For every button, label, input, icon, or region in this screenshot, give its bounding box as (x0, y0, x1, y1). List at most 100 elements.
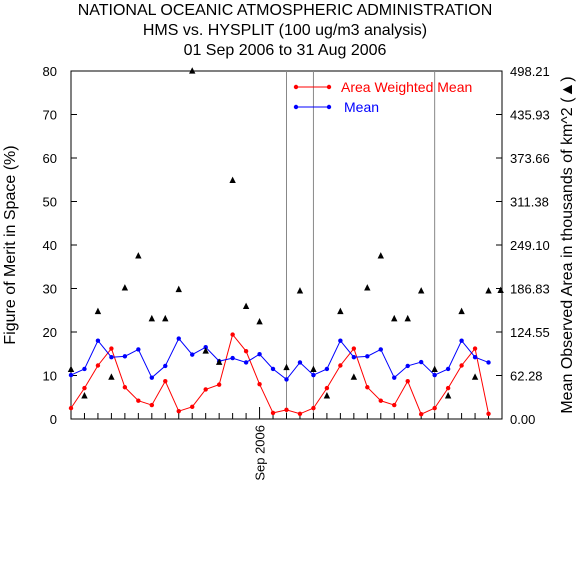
series-point-mean (243, 360, 249, 365)
series-point-area-weighted-mean (432, 405, 437, 411)
series-point-mean (392, 375, 397, 380)
observed-area-triangle (242, 302, 250, 310)
observed-area-triangle (485, 287, 492, 294)
series-point-mean (459, 338, 464, 343)
series-point-area-weighted-mean (95, 363, 101, 368)
series-point-mean (176, 336, 181, 341)
series-point-mean (445, 366, 451, 372)
observed-area-triangle (444, 392, 452, 399)
series-point-mean (230, 355, 235, 361)
chart-title-line-1: NATIONAL OCEANIC ATMOSPHERIC ADMINISTRAT… (78, 2, 493, 19)
series-point-area-weighted-mean (418, 412, 424, 417)
series-point-mean (284, 377, 289, 382)
observed-area-triangle (310, 365, 317, 372)
observed-area-triangle (121, 284, 129, 291)
left-tick-label: 10 (43, 369, 57, 384)
series-point-area-weighted-mean (459, 363, 464, 368)
left-tick-label: 0 (50, 412, 57, 427)
series-point-area-weighted-mean (270, 410, 276, 416)
series-line-mean (70, 337, 489, 381)
legend-marker-area-weighted-mean (293, 84, 299, 90)
observed-area-triangle (417, 287, 425, 294)
series-point-mean (109, 355, 114, 360)
series-point-mean (136, 347, 141, 352)
left-axis-label: Figure of Merit in Space (%) (2, 145, 19, 344)
series-point-mean (203, 345, 208, 350)
series-point-mean (122, 354, 128, 359)
legend-marker-area-weighted-mean-end (326, 84, 332, 90)
observed-area-triangle (256, 318, 263, 325)
series-point-mean (190, 352, 195, 357)
left-tick-label: 70 (43, 108, 57, 123)
series-point-area-weighted-mean (378, 398, 383, 403)
right-tick-label: 311.38 (510, 195, 549, 210)
series-point-area-weighted-mean (324, 385, 330, 391)
series-point-mean (324, 366, 330, 372)
series-point-area-weighted-mean (243, 348, 249, 354)
observed-area-triangle (404, 314, 411, 322)
observed-area-triangle (189, 67, 196, 74)
series-point-mean (68, 372, 74, 378)
observed-area-triangle (497, 286, 504, 293)
chart-title-line-3: 01 Sep 2006 to 31 Aug 2006 (184, 42, 387, 59)
series-point-area-weighted-mean (122, 385, 128, 390)
observed-area-triangle (377, 252, 384, 259)
legend-label-mean: Mean (344, 99, 379, 115)
series-point-area-weighted-mean (351, 346, 357, 351)
observed-area-triangle (94, 307, 102, 315)
series-point-area-weighted-mean (68, 405, 74, 411)
series-point-area-weighted-mean (297, 411, 303, 416)
right-tick-label: 373.66 (510, 151, 550, 166)
observed-area-triangle (458, 307, 465, 315)
left-tick-label: 20 (43, 325, 57, 340)
series-point-area-weighted-mean (338, 363, 343, 368)
series-point-area-weighted-mean (149, 402, 155, 408)
series-point-mean (270, 366, 276, 372)
left-tick-label: 60 (43, 151, 57, 166)
series-point-area-weighted-mean (109, 346, 114, 351)
series-point-area-weighted-mean (445, 385, 451, 391)
observed-area-triangle (108, 373, 115, 380)
legend-marker-mean-end (326, 104, 332, 110)
left-tick-label: 30 (43, 282, 57, 297)
series-point-area-weighted-mean (163, 378, 168, 384)
series-point-area-weighted-mean (176, 408, 181, 414)
right-tick-label: 124.55 (510, 325, 550, 340)
right-tick-label: 186.83 (510, 282, 550, 297)
series-point-mean (378, 347, 383, 352)
observed-area-triangle (162, 314, 169, 322)
x-tick-label: Sep 2006 (253, 425, 268, 481)
series-point-mean (432, 372, 437, 378)
observed-area-triangle (81, 392, 88, 399)
left-tick-label: 80 (43, 64, 57, 79)
series-point-area-weighted-mean (392, 402, 397, 408)
observed-area-markers (67, 67, 504, 399)
series-point-mean (472, 355, 478, 360)
observed-area-triangle (67, 365, 75, 372)
series-point-area-weighted-mean (82, 385, 87, 391)
series-point-area-weighted-mean (257, 382, 262, 387)
series-point-area-weighted-mean (190, 404, 195, 410)
right-tick-label: 435.93 (510, 108, 550, 123)
series-point-mean (486, 360, 491, 365)
observed-area-triangle (391, 314, 398, 322)
observed-area-triangle (471, 373, 479, 380)
right-axis-ticks: 0.00 62.28 124.55 186.83 249.10 311.38 373.66 4… (496, 64, 550, 427)
observed-area-triangle (202, 347, 209, 354)
series-point-mean (418, 359, 424, 365)
chart-title-line-2: HMS vs. HYSPLIT (100 ug/m3 analysis) (143, 22, 427, 39)
series-point-area-weighted-mean (216, 382, 222, 387)
series-point-area-weighted-mean (284, 407, 289, 413)
observed-area-triangle (364, 284, 371, 291)
observed-area-triangle (283, 363, 290, 371)
observed-area-triangle (350, 373, 358, 380)
series-point-mean (297, 360, 303, 365)
series-point-area-weighted-mean (365, 385, 370, 390)
observed-area-triangle (337, 307, 344, 315)
series-layer (68, 332, 491, 417)
series-point-mean (405, 363, 410, 369)
series-point-mean (311, 372, 316, 378)
right-axis-label: Mean Observed Area in thousands of km^2 … (559, 76, 576, 413)
series-point-area-weighted-mean (486, 411, 491, 416)
